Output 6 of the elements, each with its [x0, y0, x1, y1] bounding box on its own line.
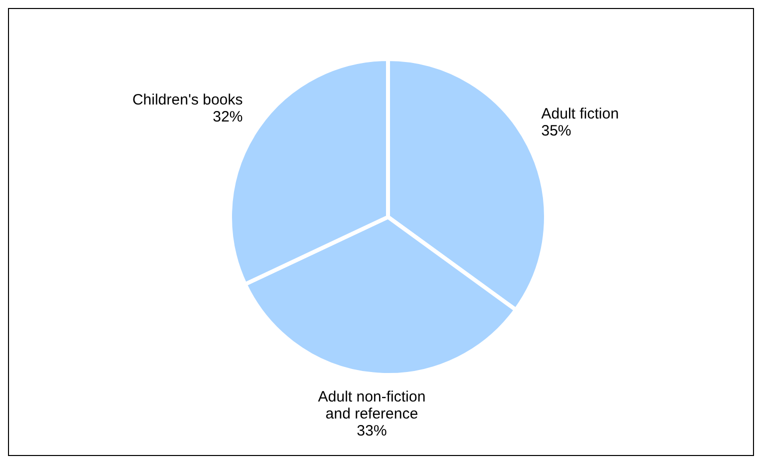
slice-label: Adult non-fiction and reference [318, 388, 426, 422]
data-label: 32% [212, 108, 243, 125]
data-label: 35% [541, 122, 572, 139]
slice-label: Children's books [132, 90, 243, 108]
data-label: 33% [356, 422, 387, 440]
slice-label: Adult fiction [541, 104, 619, 122]
